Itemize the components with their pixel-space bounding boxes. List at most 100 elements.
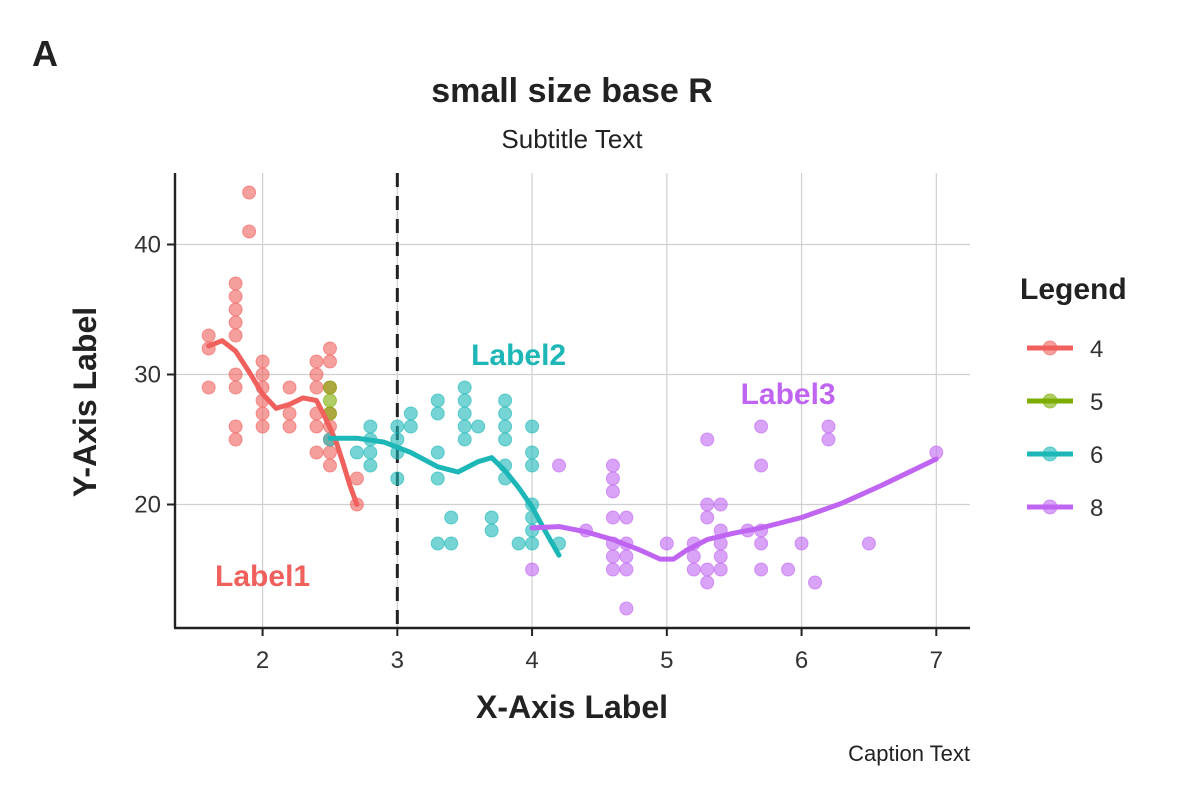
data-point xyxy=(255,406,270,421)
data-point xyxy=(754,562,769,577)
data-point xyxy=(309,445,324,460)
data-point xyxy=(605,549,620,564)
data-point xyxy=(713,549,728,564)
legend-key-point xyxy=(1042,340,1058,356)
data-point xyxy=(282,406,297,421)
data-point xyxy=(605,484,620,499)
data-point xyxy=(309,380,324,395)
data-point xyxy=(525,445,540,460)
data-point xyxy=(808,575,823,590)
data-point xyxy=(484,523,499,538)
x-tick-label: 3 xyxy=(391,647,404,674)
data-point xyxy=(228,328,243,343)
x-axis-title: X-Axis Label xyxy=(476,689,668,725)
data-point xyxy=(403,406,418,421)
data-point xyxy=(619,601,634,616)
data-point xyxy=(228,276,243,291)
data-point xyxy=(242,185,257,200)
data-point xyxy=(498,406,513,421)
data-point xyxy=(821,419,836,434)
data-point xyxy=(619,510,634,525)
data-point xyxy=(228,419,243,434)
legend-item-label: 5 xyxy=(1090,389,1103,416)
chart-subtitle: Subtitle Text xyxy=(501,124,643,154)
data-point xyxy=(255,354,270,369)
data-point xyxy=(525,419,540,434)
chart-title: small size base R xyxy=(431,72,713,110)
data-point xyxy=(322,354,337,369)
data-point xyxy=(754,419,769,434)
data-point xyxy=(498,393,513,408)
annotations-group: Label1 Label2 Label3 xyxy=(215,339,836,593)
data-point xyxy=(700,497,715,512)
smooth-lines-group xyxy=(206,338,939,562)
data-point xyxy=(659,536,674,551)
data-point xyxy=(457,406,472,421)
data-point xyxy=(322,341,337,356)
y-axis-ticks: 20 30 40 xyxy=(134,232,175,519)
data-point xyxy=(713,562,728,577)
data-point xyxy=(700,575,715,590)
data-point xyxy=(322,445,337,460)
x-tick-label: 4 xyxy=(525,647,538,674)
data-point xyxy=(457,419,472,434)
x-tick-label: 6 xyxy=(795,647,808,674)
data-point xyxy=(363,458,378,473)
data-point xyxy=(363,419,378,434)
annotation-label: Label2 xyxy=(471,339,566,372)
data-point xyxy=(282,419,297,434)
smooth-line xyxy=(206,338,360,507)
data-point xyxy=(511,536,526,551)
y-tick-label: 30 xyxy=(134,362,161,389)
data-point xyxy=(349,471,364,486)
data-point xyxy=(821,432,836,447)
data-point xyxy=(754,458,769,473)
data-point xyxy=(390,471,405,486)
data-point xyxy=(457,393,472,408)
data-point xyxy=(686,549,701,564)
smooth-line xyxy=(529,456,939,562)
annotation-label: Label3 xyxy=(741,378,836,411)
data-point xyxy=(457,432,472,447)
data-point xyxy=(525,562,540,577)
legend-key-point xyxy=(1042,499,1058,515)
data-point xyxy=(403,419,418,434)
data-point xyxy=(794,536,809,551)
data-point xyxy=(201,380,216,395)
data-point xyxy=(201,328,216,343)
data-point xyxy=(686,562,701,577)
legend-key-point xyxy=(1042,393,1058,409)
data-point xyxy=(700,562,715,577)
data-point xyxy=(390,419,405,434)
data-point xyxy=(713,497,728,512)
data-point xyxy=(363,445,378,460)
x-axis-ticks: 2 3 4 5 6 7 xyxy=(256,628,943,674)
data-point xyxy=(525,458,540,473)
data-point xyxy=(255,419,270,434)
data-point xyxy=(430,471,445,486)
data-point xyxy=(322,458,337,473)
legend-item-label: 4 xyxy=(1090,336,1103,363)
y-tick-label: 40 xyxy=(134,232,161,259)
data-point xyxy=(700,510,715,525)
panel-tag: A xyxy=(32,33,58,74)
data-point xyxy=(242,224,257,239)
data-point xyxy=(309,367,324,382)
legend-title: Legend xyxy=(1020,273,1127,306)
data-point xyxy=(525,536,540,551)
data-point xyxy=(781,562,796,577)
data-point xyxy=(619,562,634,577)
data-point xyxy=(322,393,337,408)
data-point xyxy=(430,536,445,551)
data-point xyxy=(430,445,445,460)
data-point xyxy=(430,393,445,408)
x-tick-label: 5 xyxy=(660,647,673,674)
legend-key-point xyxy=(1042,446,1058,462)
data-point xyxy=(430,406,445,421)
data-point xyxy=(255,367,270,382)
data-point xyxy=(228,289,243,304)
data-point xyxy=(700,432,715,447)
data-point xyxy=(471,419,486,434)
legend: Legend 4 5 6 8 xyxy=(1020,273,1127,522)
